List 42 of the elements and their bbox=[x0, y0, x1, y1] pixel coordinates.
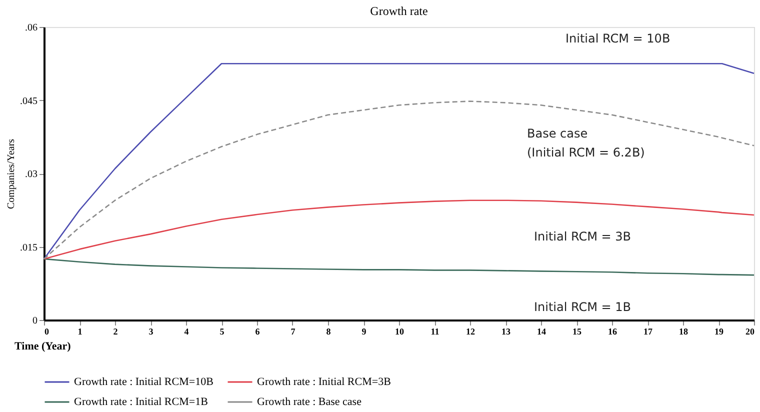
x-tick-label: 5 bbox=[220, 326, 225, 336]
line-series bbox=[43, 62, 755, 260]
legend-label: Growth rate : Initial RCM=3B bbox=[257, 376, 391, 388]
x-tick-label: 17 bbox=[644, 326, 653, 336]
x-tick-label: 9 bbox=[362, 326, 367, 336]
line-series bbox=[43, 100, 755, 260]
annotation: Initial RCM = 1B bbox=[534, 300, 632, 314]
x-tick-label: 14 bbox=[537, 326, 546, 336]
x-tick-label: 10 bbox=[395, 326, 404, 336]
annotation: Initial RCM = 10B bbox=[566, 31, 670, 46]
x-tick-label: 2 bbox=[113, 326, 118, 336]
line-series bbox=[43, 200, 755, 260]
x-tick-label: 3 bbox=[148, 326, 154, 336]
y-tick-label: .03 bbox=[25, 169, 38, 180]
x-tick-label: 11 bbox=[430, 326, 440, 336]
x-tick-label: 16 bbox=[608, 326, 618, 336]
legend-label: Growth rate : Base case bbox=[257, 396, 362, 408]
y-tick-label: .015 bbox=[20, 242, 38, 254]
x-tick-label: 0 bbox=[44, 326, 50, 336]
annotation: Base case bbox=[527, 126, 588, 140]
x-tick-label: 1 bbox=[78, 326, 83, 336]
annotation: (Initial RCM = 6.2B) bbox=[527, 146, 645, 160]
x-axis-title: Time (Year) bbox=[14, 340, 72, 352]
x-tick-label: 7 bbox=[290, 326, 296, 336]
legend-label: Growth rate : Initial RCM=1B bbox=[74, 396, 208, 408]
x-tick-label: 8 bbox=[326, 326, 332, 336]
x-tick-label: 6 bbox=[255, 326, 260, 336]
line-series bbox=[43, 258, 755, 276]
x-tick-label: 20 bbox=[746, 326, 755, 336]
x-tick-label: 12 bbox=[466, 326, 476, 336]
x-tick-label: 18 bbox=[679, 326, 688, 336]
chart-title: Growth rate bbox=[370, 4, 428, 18]
annotation: Initial RCM = 3B bbox=[534, 229, 632, 244]
y-tick-label: 0 bbox=[32, 316, 38, 326]
x-tick-label: 13 bbox=[502, 326, 511, 336]
y-axis-title: Companies/Years bbox=[6, 138, 17, 210]
legend-label: Growth rate : Initial RCM=10B bbox=[74, 376, 214, 388]
x-tick-label: 4 bbox=[184, 326, 190, 336]
y-tick-label: .045 bbox=[20, 96, 38, 107]
y-tick-label: .06 bbox=[25, 22, 38, 34]
x-tick-label: 19 bbox=[714, 326, 724, 336]
x-tick-label: 15 bbox=[572, 326, 582, 336]
